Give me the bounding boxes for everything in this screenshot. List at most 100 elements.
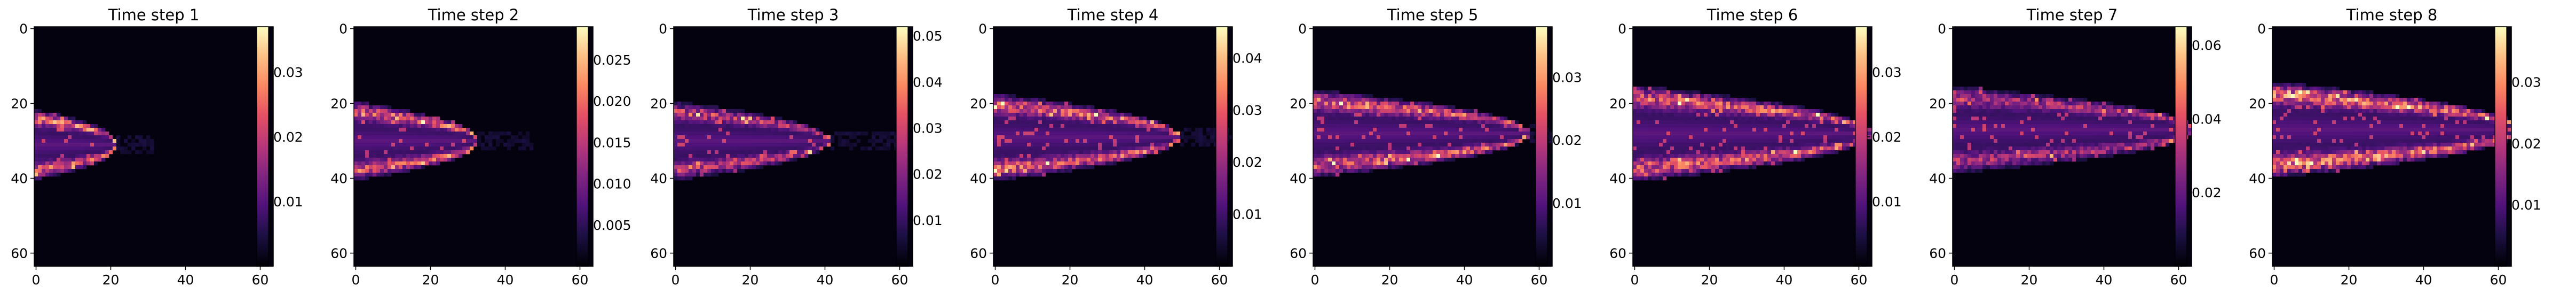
heatmap-cell [1979,90,1983,95]
heatmap-cell [2009,117,2013,121]
heatmap-cell [771,117,775,121]
heatmap-cell [488,143,493,147]
heatmap-cell [1005,165,1009,169]
heatmap-cell [1659,139,1663,143]
heatmap-cell [391,113,396,117]
heatmap-cell [993,113,998,117]
heatmap-cell [760,120,764,125]
heatmap-cell [1079,113,1084,117]
heatmap-cell [417,154,422,158]
heatmap-cell [997,161,1001,166]
heatmap-cell [1365,102,1370,106]
heatmap-cell [361,124,366,128]
heatmap-cell [1365,113,1370,117]
heatmap-cell [1953,120,1957,125]
heatmap-cell [1068,105,1072,110]
heatmap-cell [1332,150,1336,155]
heatmap-cell [354,150,358,155]
heatmap-cell [1678,113,1682,117]
heatmap-cell [1031,105,1035,110]
heatmap-cell [1377,113,1381,117]
heatmap-cell [1034,139,1039,143]
y-tick-label: 0 [339,21,347,37]
heatmap-cell [1722,124,1727,128]
heatmap-cell [1147,128,1151,132]
heatmap-cell [1749,124,1753,128]
heatmap-cell [1812,154,1816,158]
heatmap-cell [1648,94,1652,98]
heatmap-cell [1358,120,1362,125]
heatmap-cell [726,158,730,162]
heatmap-cell [1373,139,1377,143]
heatmap-cell [511,143,515,147]
heatmap-cell [707,139,712,143]
heatmap-cell [135,143,139,147]
heatmap-cell [1640,87,1645,91]
heatmap-cell [2124,117,2129,121]
heatmap-cell [1046,117,1050,121]
heatmap-cell [447,139,452,143]
heatmap-cell [2106,120,2110,125]
heatmap-cell [1440,154,1444,158]
heatmap-cell [1008,173,1013,177]
heatmap-cell [1328,169,1332,173]
heatmap-cell [1120,113,1125,117]
heatmap-cell [1771,102,1775,106]
heatmap-cell [68,146,72,151]
heatmap-cell [1637,105,1641,110]
heatmap-cell [440,124,444,128]
heatmap-cell [748,150,753,155]
heatmap-cell [1436,150,1441,155]
heatmap-cell [692,117,697,121]
heatmap-cell [1637,124,1641,128]
heatmap-cell [767,128,771,132]
heatmap-cell [60,169,65,173]
heatmap-cell [689,117,693,121]
heatmap-cell [745,135,749,140]
heatmap-cell [689,102,693,106]
heatmap-cell [1956,87,1961,91]
heatmap-cell [1644,124,1648,128]
heatmap-cell [459,146,463,151]
heatmap-cell [711,120,715,125]
heatmap-cell [1339,117,1344,121]
heatmap-cell [1979,113,1983,117]
heatmap-cell [715,105,719,110]
heatmap-cell [1057,113,1061,117]
heatmap-cell [1410,120,1415,125]
heatmap-cell [1336,132,1340,136]
heatmap-cell [1061,124,1065,128]
heatmap-cell [1005,158,1009,162]
heatmap-cell [1362,169,1366,173]
heatmap-cell [1005,117,1009,121]
heatmap-cell [1369,158,1373,162]
heatmap-cell [1049,105,1054,110]
heatmap-cell [1365,117,1370,121]
heatmap-cell [778,154,783,158]
heatmap-cell [1953,117,1957,121]
heatmap-cell [1147,132,1151,136]
heatmap-cell [1719,132,1723,136]
heatmap-cell [1708,150,1712,155]
heatmap-cell [42,124,46,128]
heatmap-cell [1726,165,1730,169]
heatmap-cell [1689,105,1693,110]
heatmap-cell [711,117,715,121]
heatmap-cell [1436,139,1441,143]
heatmap-cell [1042,120,1046,125]
heatmap-cell [1511,120,1515,125]
heatmap-cell [1128,117,1132,121]
heatmap-cell [1347,132,1351,136]
heatmap-cell [1953,105,1957,110]
heatmap-cell [1049,117,1054,121]
heatmap-cell [707,117,712,121]
heatmap-cell [1689,169,1693,173]
heatmap-cell [1012,120,1016,125]
heatmap-cell [1797,120,1801,125]
heatmap-cell [2031,98,2035,102]
heatmap-cell [1994,113,1998,117]
heatmap-cell [1083,143,1087,147]
heatmap-cell [395,128,399,132]
heatmap-cell [1098,132,1102,136]
heatmap-cell [1358,124,1362,128]
